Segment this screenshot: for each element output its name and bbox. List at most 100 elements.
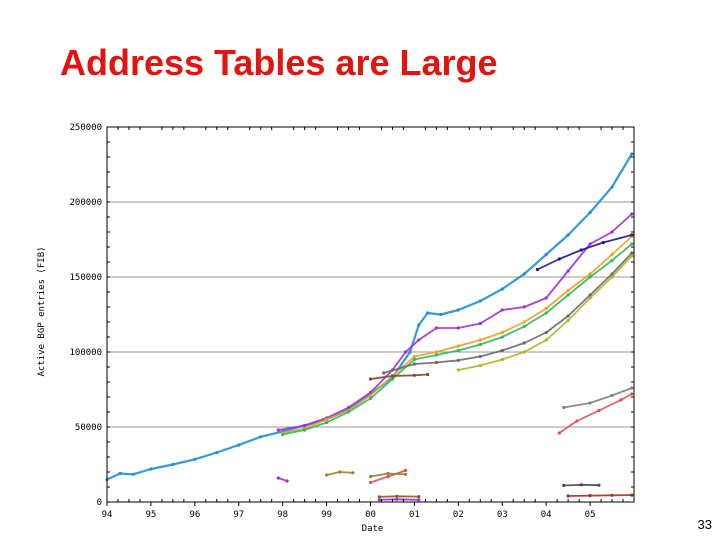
data-point [601,240,605,245]
data-point [404,468,408,473]
data-point [417,495,421,499]
data-point [368,474,373,479]
data-point [630,386,634,390]
data-point [566,288,570,293]
series-line [378,498,420,501]
data-point [377,495,381,499]
data-point [575,419,579,423]
series-16 [566,493,634,498]
series-14 [377,497,421,502]
data-point [417,323,421,327]
data-point [562,483,566,488]
series-line [562,387,633,409]
data-point [281,432,285,437]
data-point [522,320,526,324]
data-point [610,258,614,263]
data-point [404,350,408,354]
data-point [434,360,438,365]
data-point [368,480,373,485]
data-point [456,358,460,362]
series-17 [562,483,601,488]
x-tick-label: 04 [541,510,552,520]
tick-marks [106,126,634,506]
data-point [557,431,561,435]
data-point [368,396,373,401]
data-point [522,324,526,329]
data-point [426,372,430,377]
series-line [536,234,633,271]
data-point [404,472,408,476]
series-15 [377,494,421,499]
data-point [215,450,219,455]
x-tick-label: 94 [102,510,113,520]
series-5 [456,254,634,372]
data-point [566,314,570,318]
data-point [566,494,570,498]
data-point [456,308,460,312]
data-point [412,357,416,362]
data-point [500,287,504,291]
series-line [378,495,420,498]
x-tick-label: 95 [145,510,156,520]
data-point [597,408,601,413]
data-point [500,348,504,353]
series-7 [368,372,430,381]
data-point [478,363,482,368]
series-layer [105,152,634,502]
series-3 [281,242,634,437]
data-point [386,471,390,476]
data-point [237,443,241,447]
data-point [386,474,390,479]
data-point [588,272,592,276]
data-point [325,417,329,422]
data-point [417,498,421,502]
data-point [276,428,280,432]
x-tick-label: 97 [233,510,244,520]
series-4 [382,251,634,375]
data-point [259,435,263,439]
x-tick-label: 03 [497,510,508,520]
data-point [522,350,526,354]
data-point [434,353,438,357]
series-12 [368,471,408,479]
data-point [193,457,197,461]
slide-number: 33 [697,517,712,532]
x-tick-label: 99 [321,510,332,520]
data-point [579,248,583,252]
data-point [544,306,548,311]
data-point [351,471,355,475]
data-point [588,401,592,405]
y-axis-label: Active BGP entries (FIB) [37,246,47,376]
data-point [456,344,460,348]
data-point [434,350,438,354]
data-point [566,269,570,273]
x-axis-label: Date [362,524,384,534]
data-point [325,473,329,477]
data-point [412,373,416,377]
data-point [303,423,307,428]
y-tick-label: 0 [97,498,102,508]
series-11 [325,470,355,477]
data-point [630,233,634,237]
data-point [412,362,416,366]
data-point [500,330,504,335]
data-point [610,275,614,279]
data-point [544,330,548,335]
y-tick-label: 150000 [69,273,102,283]
data-point [303,428,307,432]
data-point [131,472,135,476]
data-point [368,390,373,395]
data-point [478,342,482,347]
tick-labels: 0 50000 100000 150000 200000 250000 94 95 96 97 98… [69,123,595,520]
x-tick-label: 00 [365,510,376,520]
data-point [412,354,416,359]
data-point [630,392,634,396]
series-13 [276,476,289,483]
data-point [171,462,175,467]
data-point [522,305,526,309]
series-line [281,235,633,434]
data-point [478,299,482,303]
data-point [395,494,399,498]
data-point [346,410,351,414]
